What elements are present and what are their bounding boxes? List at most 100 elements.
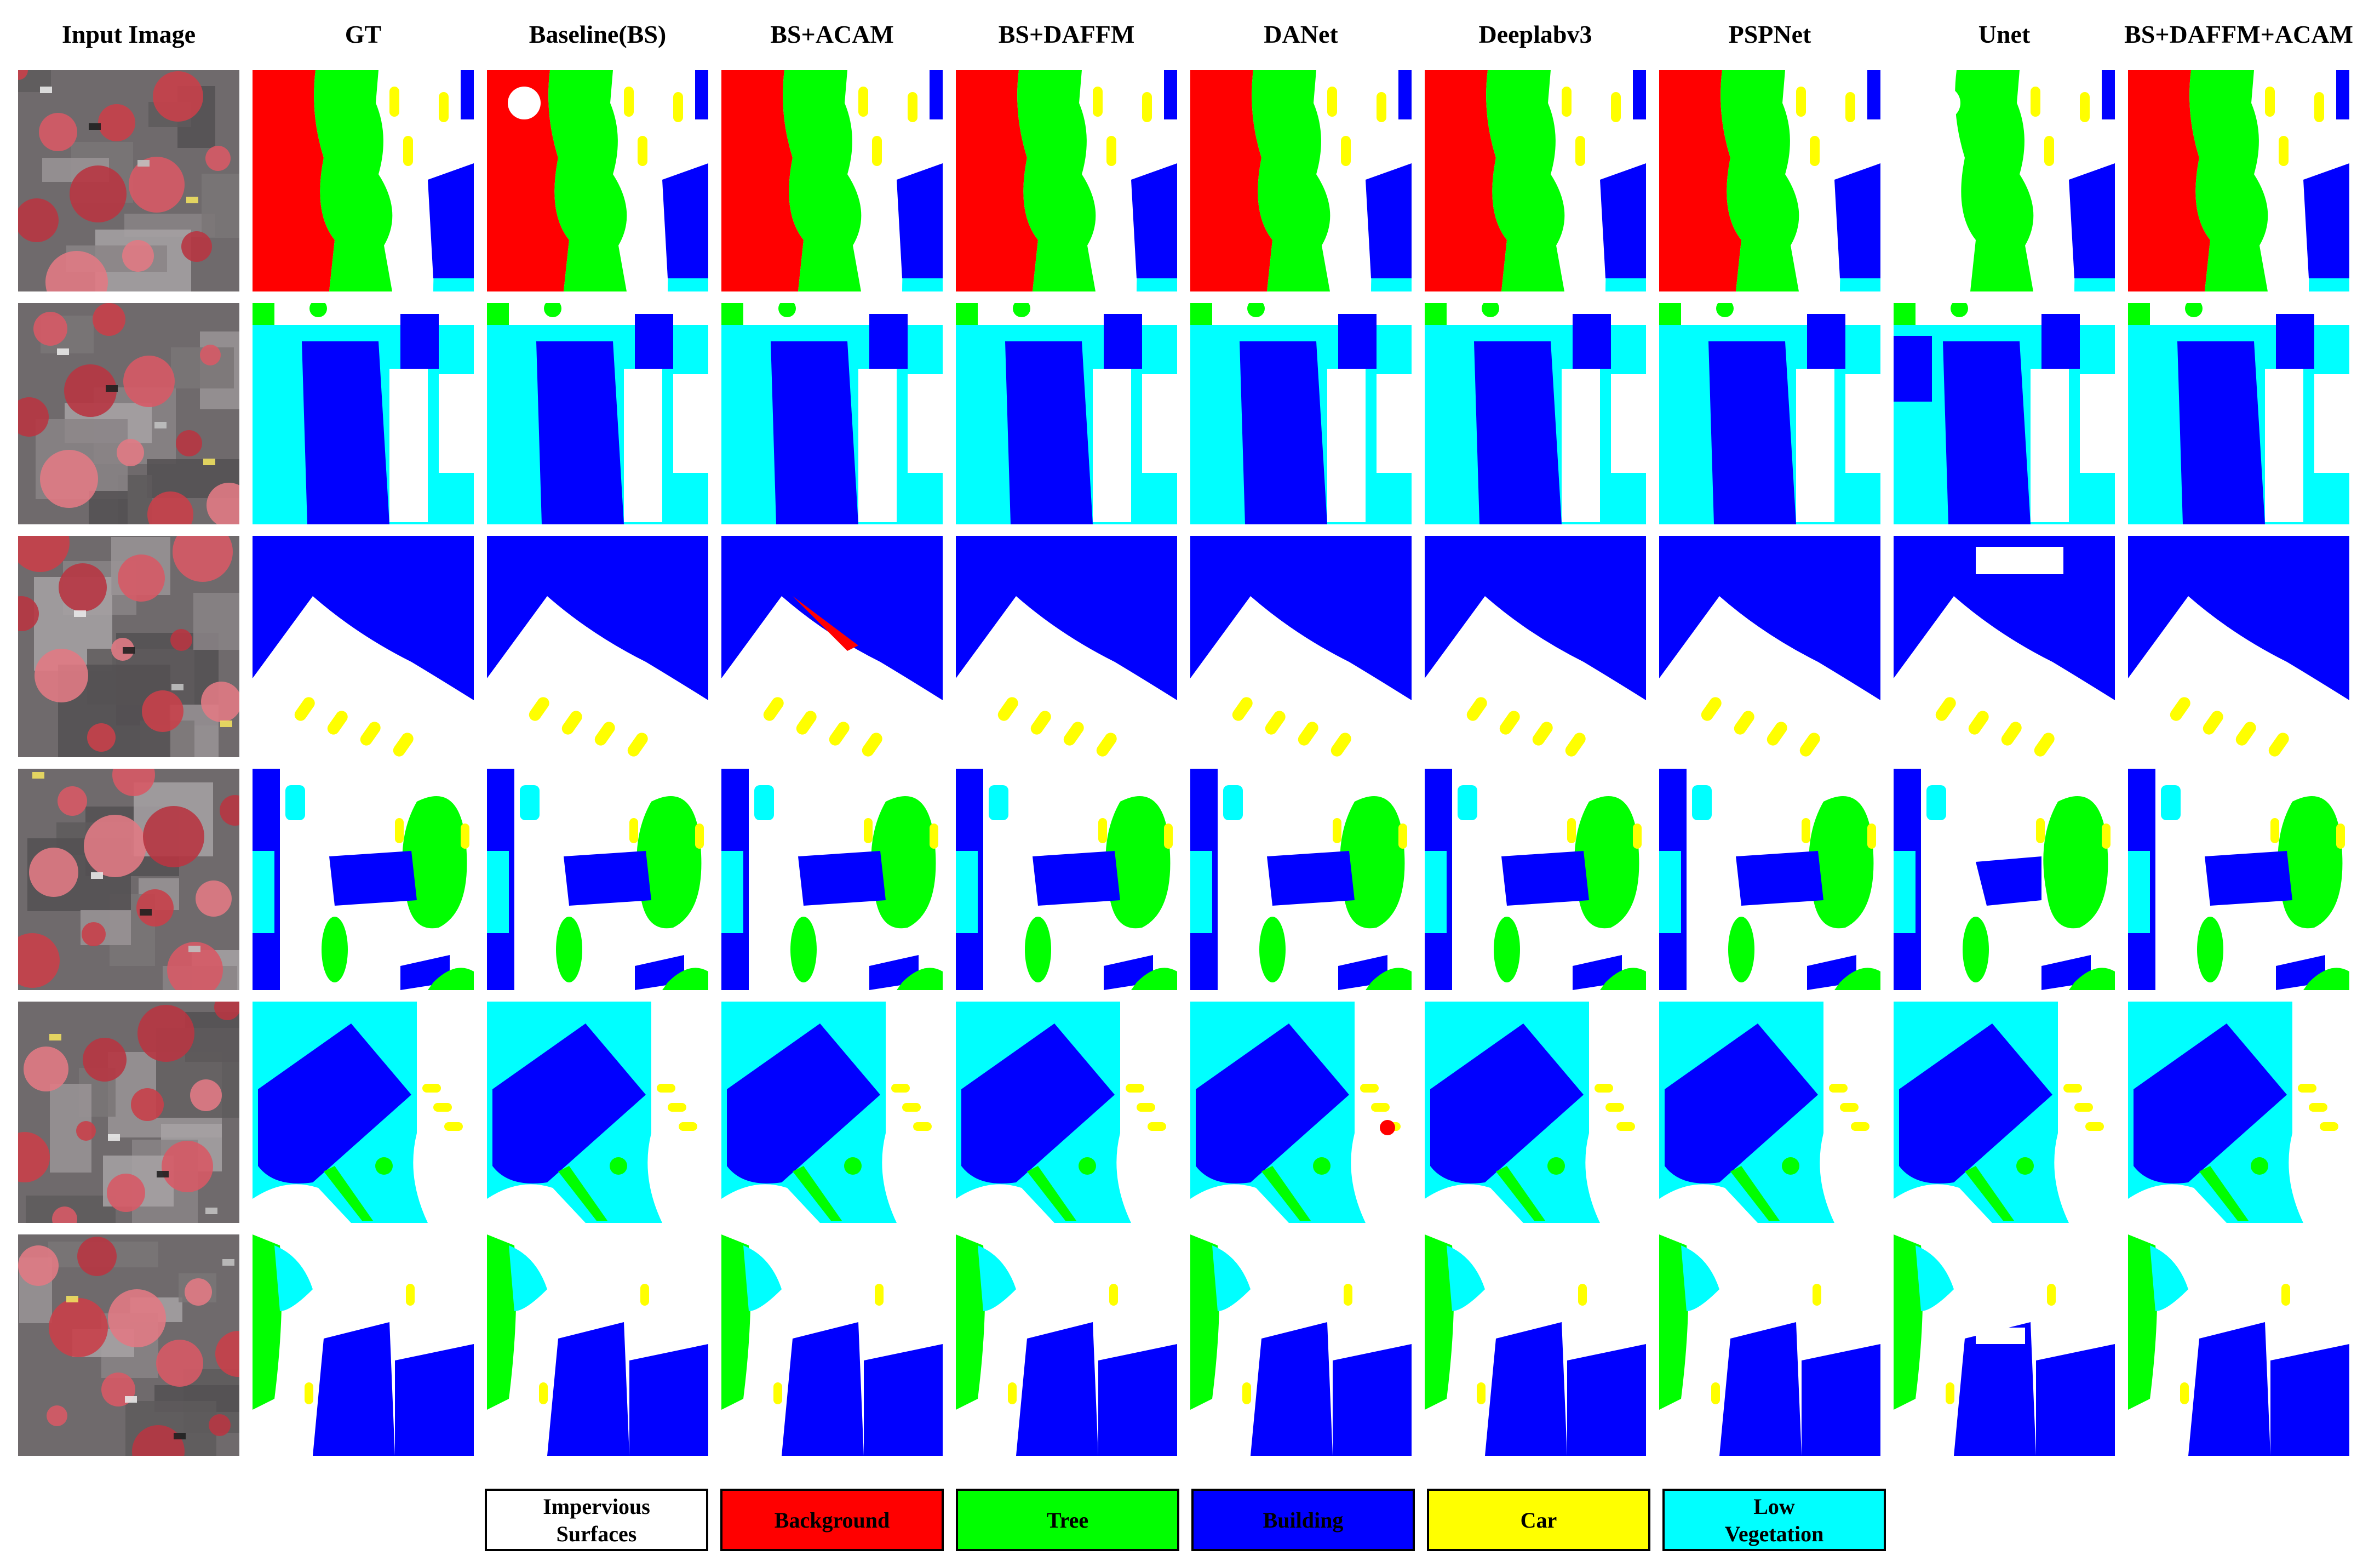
building-region bbox=[1954, 1322, 2036, 1456]
impervious-region bbox=[647, 1002, 708, 1223]
building-region bbox=[2188, 1322, 2270, 1456]
legend-label-tree: Tree bbox=[1047, 1508, 1088, 1533]
impervious-region bbox=[439, 374, 474, 473]
tree-region bbox=[1894, 1234, 1923, 1410]
car-region bbox=[1813, 1284, 1821, 1306]
tree-region bbox=[1965, 1166, 2014, 1221]
legend-item-car: Car bbox=[1427, 1489, 1650, 1551]
impervious-region bbox=[1659, 1184, 1758, 1223]
low-vegetation-region bbox=[956, 851, 978, 933]
tree-region bbox=[1809, 796, 1874, 929]
car-region bbox=[1327, 87, 1337, 117]
building-region bbox=[662, 163, 708, 278]
car-region bbox=[629, 818, 638, 843]
car-region bbox=[1796, 87, 1806, 117]
input-image-row-1 bbox=[18, 70, 239, 291]
segmentation-map-baseline-bs-row-1 bbox=[487, 70, 708, 291]
segmentation-map-baseline-bs-row-4 bbox=[487, 769, 708, 990]
segmentation-map-bs-daffm-row-6 bbox=[956, 1234, 1177, 1456]
car-region bbox=[1935, 697, 1956, 721]
low-vegetation-region bbox=[2128, 851, 2150, 933]
car-region bbox=[796, 711, 817, 735]
tree-region bbox=[1105, 796, 1171, 929]
building-region bbox=[428, 163, 474, 278]
car-region bbox=[902, 1103, 921, 1112]
tree-region bbox=[1721, 70, 1799, 291]
car-region bbox=[1499, 711, 1520, 735]
tree-region bbox=[1017, 70, 1096, 291]
tree-region bbox=[1079, 1157, 1096, 1175]
tree-region bbox=[1261, 1166, 1311, 1221]
building-region bbox=[1430, 1023, 1584, 1183]
segmentation-map-pspnet-row-4 bbox=[1659, 769, 1880, 990]
low-vegetation-region bbox=[285, 785, 305, 820]
car-region bbox=[2203, 711, 2223, 735]
building-region bbox=[1005, 341, 1093, 524]
car-region bbox=[668, 1103, 686, 1112]
input-image-row-5 bbox=[18, 1002, 239, 1223]
tree-region bbox=[324, 1166, 373, 1221]
legend-label-building: Building bbox=[1263, 1508, 1344, 1533]
car-region bbox=[1142, 92, 1152, 122]
tree-region bbox=[548, 70, 627, 291]
segmentation-map-unet-row-6 bbox=[1894, 1234, 2115, 1456]
tree-region bbox=[309, 303, 327, 317]
segmentation-map-deeplabv3-row-2 bbox=[1425, 303, 1646, 524]
car-region bbox=[422, 1084, 441, 1093]
tree-region bbox=[1025, 917, 1051, 982]
car-region bbox=[2031, 87, 2040, 117]
segmentation-map-bs-acam-row-5 bbox=[721, 1002, 943, 1223]
tree-region bbox=[1425, 1234, 1454, 1410]
car-region bbox=[439, 92, 449, 122]
car-region bbox=[2268, 733, 2289, 757]
tree-region bbox=[322, 917, 348, 982]
column-header-bs-daffm: BS+DAFFM bbox=[999, 20, 1135, 48]
building-region bbox=[1196, 1023, 1349, 1183]
building-region bbox=[961, 1023, 1115, 1183]
building-region bbox=[302, 341, 389, 524]
car-region bbox=[2270, 818, 2279, 843]
input-image-row-2 bbox=[18, 303, 239, 524]
tree-region bbox=[375, 1157, 393, 1175]
building-region bbox=[1834, 163, 1880, 278]
tree-region bbox=[721, 303, 743, 325]
car-region bbox=[2298, 1084, 2316, 1093]
tree-region bbox=[1494, 917, 1520, 982]
impervious-region bbox=[1093, 369, 1131, 522]
segmentation-map-danet-row-5 bbox=[1190, 1002, 1412, 1223]
impervious-region bbox=[721, 1184, 820, 1223]
car-region bbox=[1810, 136, 1820, 166]
car-region bbox=[406, 1284, 415, 1306]
car-region bbox=[913, 1122, 932, 1131]
background-region bbox=[1894, 70, 1976, 291]
segmentation-map-bs-daffm-acam-row-1 bbox=[2128, 70, 2349, 291]
car-region bbox=[862, 733, 882, 757]
tree-region bbox=[1366, 968, 1412, 990]
impervious-region bbox=[956, 1184, 1054, 1223]
low-vegetation-region bbox=[1659, 851, 1681, 933]
impervious-region bbox=[882, 1002, 943, 1223]
legend-item-building: Building bbox=[1191, 1489, 1415, 1551]
building-region bbox=[400, 314, 439, 369]
segmentation-map-unet-row-5 bbox=[1894, 1002, 2115, 1223]
background-region bbox=[793, 596, 858, 651]
car-region bbox=[1466, 697, 1487, 721]
segmentation-map-pspnet-row-6 bbox=[1659, 1234, 1880, 1456]
impervious-region bbox=[487, 1184, 586, 1223]
segmentation-map-deeplabv3-row-1 bbox=[1425, 70, 1646, 291]
car-region bbox=[403, 136, 413, 166]
tree-region bbox=[1963, 917, 1989, 982]
segmentation-map-baseline-bs-row-2 bbox=[487, 303, 708, 524]
impervious-region bbox=[1659, 596, 1880, 757]
impervious-region bbox=[1190, 1184, 1289, 1223]
impervious-region bbox=[1190, 596, 1412, 757]
segmentation-map-bs-acam-row-2 bbox=[721, 303, 943, 524]
car-region bbox=[1575, 136, 1585, 166]
background-region bbox=[956, 70, 1038, 291]
tree-region bbox=[1247, 303, 1265, 317]
impervious-region bbox=[1796, 369, 1834, 522]
segmentation-map-bs-daffm-row-2 bbox=[956, 303, 1177, 524]
tree-region bbox=[1659, 303, 1681, 325]
building-region bbox=[564, 851, 651, 906]
low-vegetation-region bbox=[989, 785, 1008, 820]
